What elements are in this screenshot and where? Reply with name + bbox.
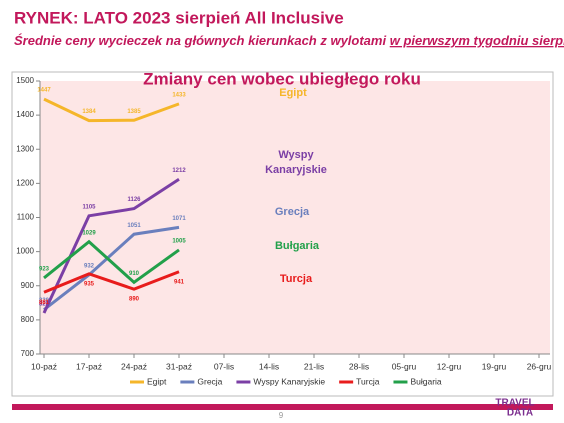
page-number: 9 [279, 411, 284, 420]
x-tick-label: 17-paź [76, 361, 102, 371]
series-line [43, 225, 180, 311]
series-name: Egipt [279, 87, 307, 99]
x-tick-label: 12-gru [437, 361, 462, 371]
y-tick-label: 700 [21, 349, 35, 358]
y-tick-label: 1000 [16, 247, 34, 256]
data-label: 1212 [172, 168, 186, 174]
x-tick-label: 10-paź [31, 361, 57, 371]
series-name: Bułgaria [275, 240, 320, 252]
x-tick-label: 26-gru [527, 361, 552, 371]
data-label: 1126 [127, 197, 141, 203]
plot-area [40, 81, 550, 354]
plot: 700 800 900 1000 1100 1200 1300 1400 1500 10-paź 1… [16, 76, 551, 386]
data-label: 820 [39, 302, 50, 308]
data-label: 1433 [172, 92, 186, 98]
data-label: 1447 [37, 88, 51, 94]
y-tick-label: 1500 [16, 76, 34, 85]
data-label: 881 [39, 300, 50, 306]
data-label: 830 [39, 298, 50, 304]
data-label: 910 [129, 271, 140, 277]
y-tick-label: 1400 [16, 110, 34, 119]
chart-title: Zmiany cen wobec ubiegłego roku [143, 69, 421, 88]
subtitle-underlined: w pierwszym tygodniu sierpnia [390, 33, 564, 48]
series-line [43, 270, 180, 294]
x-tick-label: 24-paź [121, 361, 147, 371]
x-tick-label: 21-lis [304, 361, 324, 371]
series-name-line: Wyspy [278, 149, 314, 161]
legend-label: Egipt [147, 376, 167, 386]
series-line [42, 178, 180, 314]
data-label: 1029 [82, 230, 96, 236]
y-tick-label: 1300 [16, 144, 34, 153]
logo-top: TRAVEL [495, 398, 534, 409]
series-name: Turcja [280, 273, 313, 285]
slide-title: RYNEK: LATO 2023 sierpień All Inclusive [14, 8, 344, 27]
x-tick-label: 07-lis [214, 361, 234, 371]
data-label: 935 [84, 281, 95, 287]
data-label: 941 [174, 279, 185, 285]
legend-label: Wyspy Kanaryjskie [253, 376, 325, 386]
series-name-line: Kanaryjskie [265, 164, 327, 176]
x-tick-label: 19-gru [482, 361, 507, 371]
data-label: 1071 [172, 216, 186, 222]
series-line [43, 97, 180, 123]
data-label: 1051 [127, 223, 141, 229]
y-tick-label: 1200 [16, 178, 34, 187]
x-tick-label: 05-gru [392, 361, 417, 371]
data-label: 932 [84, 263, 95, 269]
legend-label: Bułgaria [410, 376, 441, 386]
legend-label: Grecja [197, 376, 222, 386]
x-tick-label: 14-lis [259, 361, 279, 371]
data-label: 890 [129, 297, 140, 303]
series-name: Grecja [275, 206, 310, 218]
x-tick-label: 28-lis [349, 361, 369, 371]
legend-label: Turcja [356, 376, 380, 386]
data-label: 1005 [172, 238, 186, 244]
data-label: 1105 [82, 204, 96, 210]
subtitle-text: Średnie ceny wycieczek na głównych kieru… [14, 33, 386, 48]
y-tick-label: 900 [21, 281, 35, 290]
x-tick-label: 31-paź [166, 361, 192, 371]
y-tick-label: 800 [21, 315, 35, 324]
footer-bar [12, 404, 553, 410]
y-tick-label: 1100 [17, 213, 35, 222]
series-line [43, 239, 180, 285]
data-label: 923 [39, 266, 50, 272]
series-name: Wyspy Kanaryjskie [265, 149, 327, 176]
data-label: 1385 [127, 109, 141, 115]
logo-bottom: DATA [507, 408, 533, 419]
slide-subtitle: Średnie ceny wycieczek na głównych kieru… [14, 33, 564, 48]
data-label: 1384 [82, 109, 96, 115]
